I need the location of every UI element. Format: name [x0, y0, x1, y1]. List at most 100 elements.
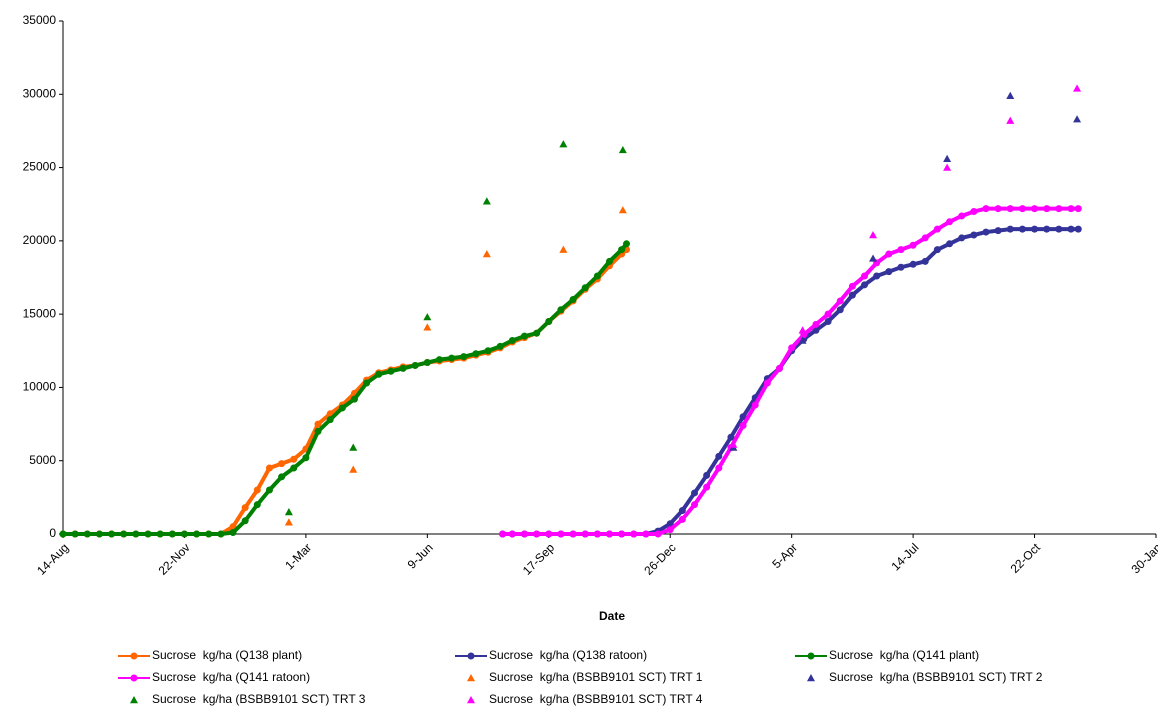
point — [581, 284, 589, 292]
point — [812, 320, 820, 328]
point — [423, 359, 431, 367]
point — [836, 306, 844, 314]
point — [593, 272, 601, 280]
point — [108, 530, 116, 538]
point — [1031, 205, 1039, 213]
point — [363, 379, 371, 387]
point — [557, 530, 565, 538]
point — [970, 231, 978, 239]
legend-label: Sucrose kg/ha (Q138 ratoon) — [489, 648, 647, 662]
point — [520, 530, 528, 538]
point — [559, 245, 568, 253]
point — [508, 530, 516, 538]
x-tick-label: 30-Jan — [1129, 540, 1158, 576]
legend-label: Sucrose kg/ha (Q141 ratoon) — [152, 670, 310, 684]
x-tick-label: 9-Jun — [405, 540, 436, 571]
point — [909, 260, 917, 268]
point — [448, 354, 456, 362]
point — [1031, 225, 1039, 233]
point — [739, 413, 747, 421]
point — [545, 317, 553, 325]
point — [982, 205, 990, 213]
point — [727, 433, 735, 441]
point — [946, 240, 954, 248]
point — [921, 234, 929, 242]
point — [569, 530, 577, 538]
point — [933, 246, 941, 254]
point — [375, 370, 383, 378]
point — [581, 530, 589, 538]
point — [943, 154, 952, 162]
series-line — [63, 242, 629, 536]
point — [423, 323, 432, 331]
point — [715, 452, 723, 460]
point — [290, 464, 298, 472]
point — [861, 281, 869, 289]
y-tick-label: 15000 — [23, 306, 57, 320]
point — [1006, 225, 1014, 233]
legend-marker — [467, 674, 475, 682]
legend-marker — [130, 674, 138, 682]
point — [496, 342, 504, 350]
point — [1006, 205, 1014, 213]
point — [994, 205, 1002, 213]
y-tick-label: 35000 — [23, 13, 57, 27]
point — [545, 530, 553, 538]
point — [95, 530, 103, 538]
point — [205, 530, 213, 538]
point — [217, 530, 225, 538]
point — [499, 530, 507, 538]
point — [265, 464, 273, 472]
point — [411, 361, 419, 369]
point — [678, 515, 686, 523]
point — [229, 529, 237, 537]
point — [1006, 91, 1015, 99]
point — [776, 364, 784, 372]
point — [1055, 205, 1063, 213]
point — [642, 530, 650, 538]
point — [482, 250, 491, 258]
point — [943, 163, 952, 171]
point — [241, 504, 249, 512]
point — [946, 218, 954, 226]
point — [350, 395, 358, 403]
series-line — [502, 206, 1079, 536]
legend-marker — [807, 652, 815, 660]
legend-marker — [807, 674, 815, 682]
point — [241, 517, 249, 525]
point — [933, 225, 941, 233]
point — [1055, 225, 1063, 233]
point — [399, 364, 407, 372]
legend-label: Sucrose kg/ha (BSBB9101 SCT) TRT 2 — [829, 670, 1043, 684]
point — [763, 379, 771, 387]
point — [278, 473, 286, 481]
series-line — [63, 248, 628, 536]
point — [253, 501, 261, 509]
point — [533, 530, 541, 538]
point — [848, 291, 856, 299]
point — [606, 530, 613, 538]
point — [144, 530, 152, 538]
point — [703, 483, 711, 491]
point — [1043, 225, 1051, 233]
point — [423, 313, 432, 321]
point — [848, 282, 856, 290]
point — [278, 460, 286, 468]
x-tick-label: 22-Oct — [1008, 540, 1044, 576]
point — [788, 344, 796, 352]
point — [873, 272, 881, 280]
point — [618, 206, 627, 214]
point — [958, 234, 966, 242]
y-tick-label: 30000 — [23, 86, 57, 100]
x-axis-title: Date — [599, 609, 625, 623]
point — [314, 427, 322, 435]
legend-marker — [130, 652, 138, 660]
legend-label: Sucrose kg/ha (Q141 plant) — [829, 648, 979, 662]
point — [349, 465, 358, 473]
point — [290, 455, 298, 463]
point — [812, 326, 820, 334]
legend-marker — [467, 696, 475, 704]
point — [284, 508, 293, 516]
point — [284, 518, 293, 526]
point — [120, 530, 128, 538]
